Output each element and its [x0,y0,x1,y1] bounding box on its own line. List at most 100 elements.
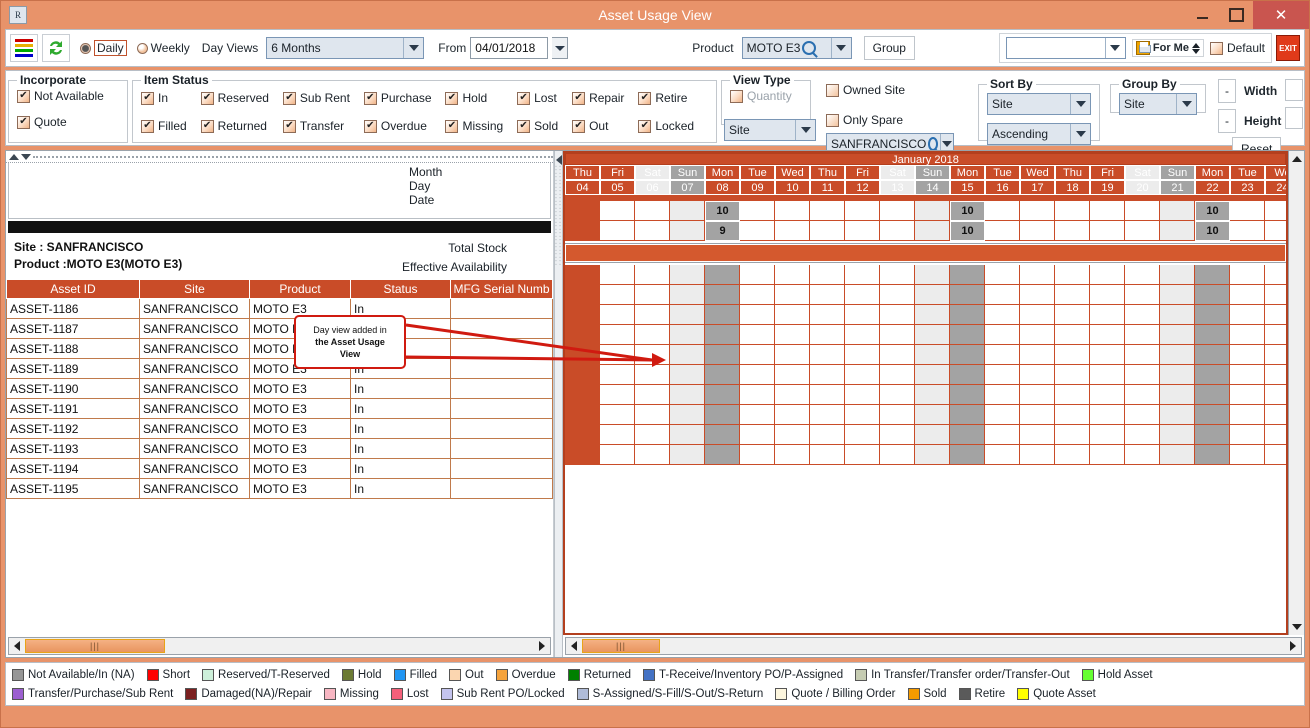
timeline-cell-3-10[interactable] [950,325,985,345]
incorporate-checkbox-1[interactable]: ✔ Quote [17,115,109,129]
chevron-down-icon[interactable] [795,120,815,140]
table-row[interactable]: ASSET-1192 SANFRANCISCO MOTO E3 In [6,418,553,439]
bar-chart-icon[interactable] [10,34,38,62]
chevron-down-icon[interactable] [1104,38,1125,58]
timeline-cell-8-9[interactable] [915,425,950,445]
timeline-cell-1-3[interactable] [705,285,740,305]
timeline-cell-3-6[interactable] [810,325,845,345]
timeline-cell-0-17[interactable] [1195,265,1230,285]
timeline-cell-0-18[interactable] [1230,265,1265,285]
timeline-cell-2-0[interactable] [600,305,635,325]
timeline-cell-3-9[interactable] [915,325,950,345]
timeline-cell-6-3[interactable] [705,385,740,405]
only-spare-checkbox[interactable]: Only Spare [826,113,913,127]
timeline-cell-2-4[interactable] [740,305,775,325]
timeline-cell-4-11[interactable] [985,345,1020,365]
timeline-cell-7-2[interactable] [670,405,705,425]
item-status-checkbox-8[interactable]: ✔ Filled [141,119,191,133]
timeline-cell-7-14[interactable] [1090,405,1125,425]
asset-timeline-row[interactable] [565,425,1286,445]
for-me-button[interactable]: For Me [1131,39,1204,57]
timeline-cell-2-11[interactable] [985,305,1020,325]
timeline-cell-4-13[interactable] [1055,345,1090,365]
timeline-cell-6-2[interactable] [670,385,705,405]
timeline-cell-9-3[interactable] [705,445,740,465]
timeline-cell-2-12[interactable] [1020,305,1055,325]
timeline-cell-6-9[interactable] [915,385,950,405]
timeline-cell-8-6[interactable] [810,425,845,445]
timeline-cell-9-14[interactable] [1090,445,1125,465]
timeline-cell-2-5[interactable] [775,305,810,325]
chevron-down-icon[interactable] [940,134,953,154]
item-status-checkbox-6[interactable]: ✔ Repair [572,91,628,105]
asset-timeline-row[interactable] [565,345,1286,365]
timeline-cell-0-15[interactable] [1125,265,1160,285]
timeline-cell-2-6[interactable] [810,305,845,325]
timeline-cell-1-13[interactable] [1055,285,1090,305]
timeline-cell-8-3[interactable] [705,425,740,445]
default-checkbox[interactable]: Default [1209,41,1265,55]
timeline-cell-0-14[interactable] [1090,265,1125,285]
timeline-cell-0-3[interactable] [705,265,740,285]
timeline-cell-5-13[interactable] [1055,365,1090,385]
timeline-cell-7-3[interactable] [705,405,740,425]
item-status-checkbox-2[interactable]: ✔ Sub Rent [282,91,354,105]
timeline-cell-0-16[interactable] [1160,265,1195,285]
timeline-cell-8-8[interactable] [880,425,915,445]
timeline-cell-9-2[interactable] [670,445,705,465]
timeline-cell-8-19[interactable] [1265,425,1286,445]
timeline-cell-9-18[interactable] [1230,445,1265,465]
pane-splitter[interactable]: ::::::::::::::::::::::::::::: [554,151,564,657]
updown-icon[interactable] [1191,42,1200,54]
timeline-cell-2-13[interactable] [1055,305,1090,325]
item-status-checkbox-13[interactable]: ✔ Sold [517,119,562,133]
timeline-cell-3-18[interactable] [1230,325,1265,345]
timeline-cell-2-16[interactable] [1160,305,1195,325]
timeline-cell-2-19[interactable] [1265,305,1286,325]
asset-timeline-row[interactable] [565,405,1286,425]
timeline-cell-9-4[interactable] [740,445,775,465]
timeline-cell-9-8[interactable] [880,445,915,465]
scroll-up-arrow[interactable] [1289,151,1304,167]
asset-column-header-2[interactable]: Product [249,279,351,299]
timeline-cell-9-6[interactable] [810,445,845,465]
timeline-cell-6-6[interactable] [810,385,845,405]
from-date-spinner[interactable] [552,37,569,59]
scroll-right-arrow[interactable] [1285,638,1301,654]
timeline-cell-5-8[interactable] [880,365,915,385]
timeline-cell-9-17[interactable] [1195,445,1230,465]
scroll-left-arrow[interactable] [566,638,582,654]
scroll-down-arrow[interactable] [21,153,31,160]
timeline-cell-8-1[interactable] [635,425,670,445]
timeline-cell-9-11[interactable] [985,445,1020,465]
timeline-cell-5-1[interactable] [635,365,670,385]
timeline-cell-3-8[interactable] [880,325,915,345]
timeline-cell-9-10[interactable] [950,445,985,465]
timeline-cell-5-6[interactable] [810,365,845,385]
timeline-cell-4-16[interactable] [1160,345,1195,365]
chevron-down-icon[interactable] [403,38,424,58]
timeline-cell-6-12[interactable] [1020,385,1055,405]
timeline-cell-1-6[interactable] [810,285,845,305]
timeline-cell-7-8[interactable] [880,405,915,425]
view-select[interactable] [1005,37,1126,59]
timeline-cell-6-17[interactable] [1195,385,1230,405]
timeline-cell-1-5[interactable] [775,285,810,305]
timeline-cell-5-7[interactable] [845,365,880,385]
timeline-cell-4-12[interactable] [1020,345,1055,365]
timeline-cell-3-17[interactable] [1195,325,1230,345]
timeline-cell-6-8[interactable] [880,385,915,405]
timeline-cell-1-10[interactable] [950,285,985,305]
timeline-cell-3-5[interactable] [775,325,810,345]
asset-timeline-row[interactable] [565,305,1286,325]
timeline-cell-6-10[interactable] [950,385,985,405]
left-horizontal-scrollbar[interactable]: ||| [8,637,551,655]
item-status-checkbox-15[interactable]: ✔ Locked [638,119,698,133]
timeline-cell-8-4[interactable] [740,425,775,445]
height-decrease-button[interactable]: - [1218,109,1236,133]
scroll-left-arrow[interactable] [9,638,25,654]
close-icon[interactable]: ✕ [1253,1,1309,29]
timeline-cell-2-10[interactable] [950,305,985,325]
width-decrease-button[interactable]: - [1218,79,1236,103]
timeline-cell-1-2[interactable] [670,285,705,305]
